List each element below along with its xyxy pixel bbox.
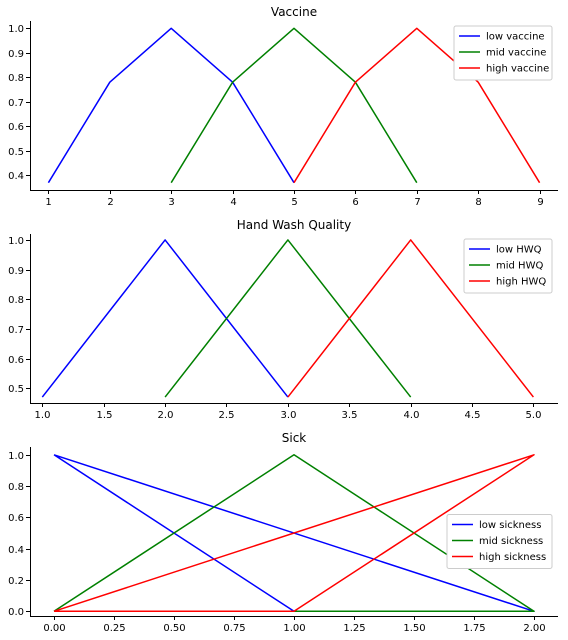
y-tick-label: 0.8: [8, 73, 24, 84]
y-tick-label: 0.6: [8, 122, 24, 133]
chart-panel-3: Sick 0.00 0.25 0.50 0.75 1.00 1.25 1.50 1.75 2.00…: [8, 431, 558, 634]
y-tick-label: 0.6: [8, 355, 24, 366]
legend: low HWQ mid HWQ high HWQ: [463, 238, 553, 294]
x-tick-label: 3.0: [281, 410, 297, 421]
series-line-3: [53, 454, 535, 613]
legend-label-2: mid sickness: [479, 536, 543, 547]
x-tick-label: 2.0: [158, 410, 174, 421]
x-tick-label: 1.0: [35, 410, 51, 421]
legend-box: [453, 25, 553, 81]
chart-title: Hand Wash Quality: [237, 218, 351, 232]
y-tick-label: 1.0: [8, 24, 24, 35]
y-tick-label: 0.7: [8, 325, 24, 336]
x-tick-label: 5.0: [526, 410, 542, 421]
legend-label-1: low HWQ: [496, 245, 542, 256]
legend-label-3: high HWQ: [496, 277, 546, 288]
x-tick-label: 3: [168, 197, 174, 208]
x-tick-label: 1.00: [283, 623, 305, 634]
x-tick-label: 0.00: [43, 623, 65, 634]
series-line-3: [293, 27, 541, 184]
y-tick-label: 0.8: [8, 482, 24, 493]
x-tick-label: 2.5: [219, 410, 235, 421]
x-tick-label: 1.75: [463, 623, 485, 634]
legend: low sickness mid sickness high sickness: [446, 514, 553, 569]
y-tick-label: 0.9: [8, 49, 24, 60]
x-tick-label: 4: [230, 197, 236, 208]
x-tick-label: 4.0: [404, 410, 420, 421]
y-tick-label: 0.4: [8, 171, 24, 182]
legend-box: [446, 514, 553, 569]
y-tick-label: 0.8: [8, 295, 24, 306]
legend-label-1: low vaccine: [486, 32, 545, 43]
y-tick-label: 1.0: [8, 236, 24, 247]
y-tick-label: 0.7: [8, 98, 24, 109]
y-tick-label: 0.4: [8, 545, 24, 556]
chart-panel-2: Hand Wash Quality 1.0 1.5 2.0 2.5 3.0 3.5 4.0 4.…: [8, 218, 558, 421]
x-tick-label: 8: [475, 197, 481, 208]
legend-label-2: mid HWQ: [496, 261, 543, 272]
y-tick-label: 0.5: [8, 384, 24, 395]
series-line-3: [287, 239, 534, 398]
series-line-2: [164, 239, 412, 398]
x-tick-label: 1.50: [403, 623, 425, 634]
x-tick-label: 2: [107, 197, 113, 208]
x-tick-label: 0.50: [163, 623, 185, 634]
x-tick-label: 9: [537, 197, 543, 208]
x-tick-label: 4.5: [465, 410, 481, 421]
x-tick-label: 1.25: [343, 623, 365, 634]
series-line-2: [170, 27, 418, 184]
series-line-1: [47, 27, 295, 184]
x-tick-label: 6: [352, 197, 358, 208]
y-tick-label: 0.5: [8, 147, 24, 158]
y-tick-label: 0.6: [8, 513, 24, 524]
x-tick-label: 1.5: [97, 410, 113, 421]
legend-label-2: mid vaccine: [486, 48, 546, 59]
series-line-1: [41, 239, 289, 398]
x-tick-label: 2.00: [523, 623, 545, 634]
y-tick-label: 0.9: [8, 266, 24, 277]
legend-box: [463, 238, 553, 294]
legend-label-3: high sickness: [479, 552, 546, 563]
y-tick-label: 1.0: [8, 451, 24, 462]
x-tick-label: 5: [291, 197, 297, 208]
y-tick-label: 0.0: [8, 607, 24, 618]
chart-panel-1: Vaccine 1 2 3 4 5 6 7 8 9 0.4 0.5 0.6 0.7 0.8 0.9 1.0 low…: [8, 5, 558, 208]
x-tick-label: 0.75: [223, 623, 245, 634]
legend: low vaccine mid vaccine high vaccine: [453, 25, 553, 81]
legend-label-3: high vaccine: [486, 64, 549, 75]
legend-label-1: low sickness: [479, 520, 541, 531]
x-tick-label: 7: [414, 197, 420, 208]
x-tick-label: 3.5: [342, 410, 358, 421]
y-tick-label: 0.2: [8, 576, 24, 587]
x-tick-label: 1: [45, 197, 51, 208]
chart-title: Vaccine: [271, 5, 317, 19]
x-tick-label: 0.25: [103, 623, 125, 634]
chart-title: Sick: [282, 431, 307, 445]
